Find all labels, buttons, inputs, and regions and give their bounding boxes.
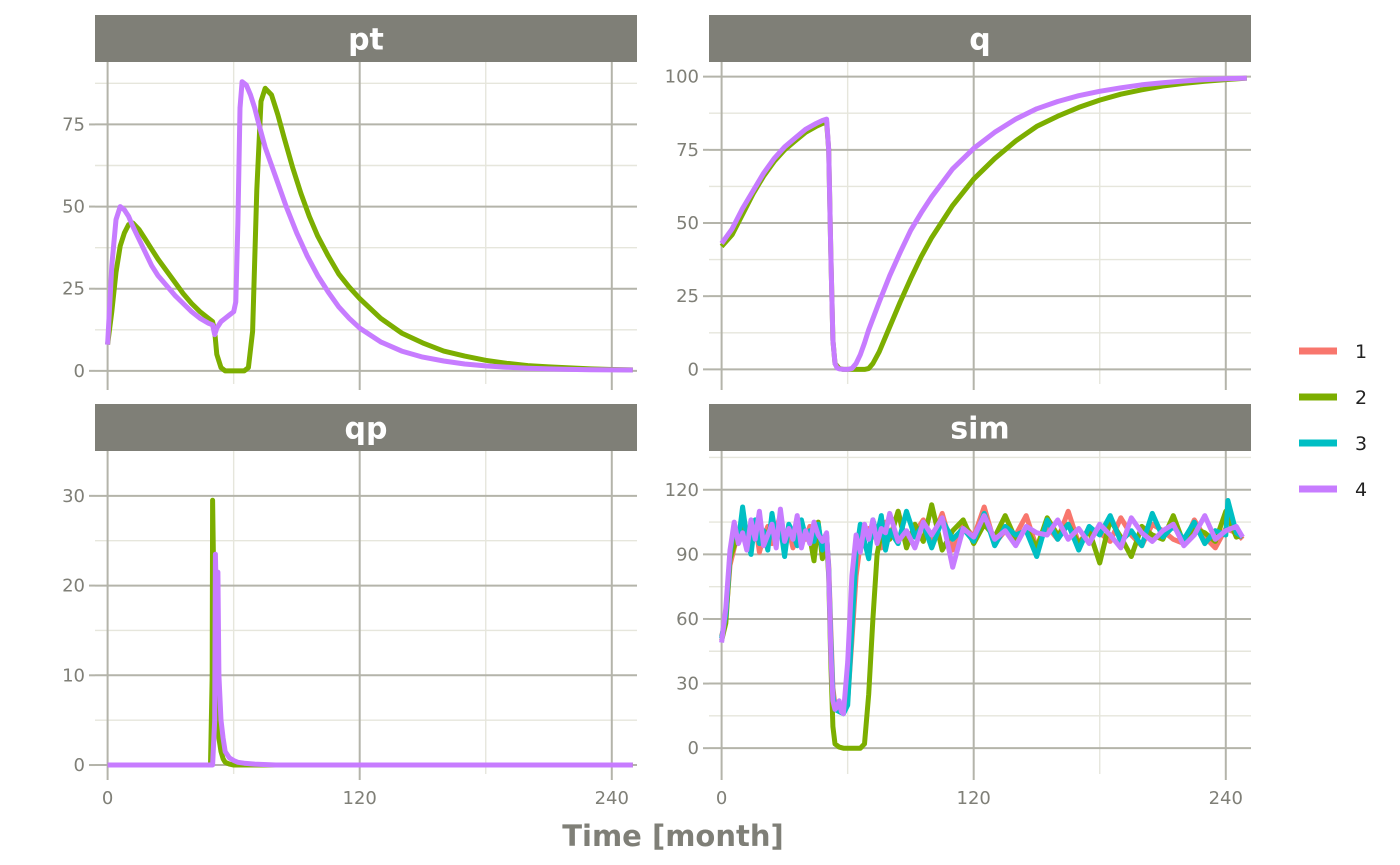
- strip-label: pt: [348, 23, 384, 58]
- strip-label: sim: [950, 412, 1009, 447]
- series-line-4: [719, 75, 1247, 372]
- strip-background: [709, 15, 1251, 62]
- y-tick-label: 50: [676, 213, 699, 234]
- y-tick-label: 90: [676, 544, 699, 565]
- legend: 1 2 3 4: [1299, 341, 1367, 501]
- strip-background: [95, 15, 637, 62]
- series-line-4: [105, 79, 633, 373]
- y-tick-label: 30: [676, 674, 699, 695]
- legend-item: 1: [1299, 341, 1367, 363]
- series-line-4: [107, 551, 633, 768]
- series-line-2: [107, 497, 633, 768]
- strip-label: q: [969, 23, 990, 58]
- strip-background: [709, 404, 1251, 451]
- x-tick-label: 240: [595, 788, 629, 809]
- strip-label: qp: [345, 412, 388, 447]
- y-tick-label: 0: [74, 361, 85, 382]
- y-tick-label: 20: [62, 576, 85, 597]
- x-tick-label: 120: [343, 788, 377, 809]
- y-tick-label: 25: [676, 286, 699, 307]
- x-tick-label: 0: [102, 788, 113, 809]
- y-tick-label: 75: [676, 140, 699, 161]
- legend-item: 4: [1299, 479, 1367, 501]
- x-axis-title: Time [month]: [562, 819, 784, 853]
- x-tick-label: 120: [957, 788, 991, 809]
- strip-background: [95, 404, 637, 451]
- y-tick-label: 50: [62, 197, 85, 218]
- panel-q: q 0 25 50 75 100: [665, 15, 1251, 390]
- legend-label: 3: [1355, 433, 1367, 455]
- x-tick-label: 0: [716, 788, 727, 809]
- y-tick-label: 120: [665, 480, 699, 501]
- y-tick-label: 100: [665, 67, 699, 88]
- panel-sim: sim 0 30 60 90 120 0 120 240: [665, 404, 1251, 809]
- panel-qp: qp 0 10 20 30 0 120 240: [62, 404, 637, 809]
- legend-label: 1: [1355, 341, 1367, 363]
- y-tick-label: 0: [688, 359, 699, 380]
- series-line-2: [105, 85, 633, 374]
- y-tick-label: 30: [62, 486, 85, 507]
- series-line-4: [719, 506, 1245, 717]
- y-tick-label: 0: [74, 755, 85, 776]
- y-tick-label: 10: [62, 665, 85, 686]
- legend-item: 3: [1299, 433, 1367, 455]
- x-tick-label: 240: [1209, 788, 1243, 809]
- panel-pt: pt 0 25 50 75: [62, 15, 637, 390]
- y-tick-label: 75: [62, 114, 85, 135]
- y-tick-label: 0: [688, 738, 699, 759]
- legend-label: 2: [1355, 387, 1367, 409]
- y-tick-label: 25: [62, 279, 85, 300]
- legend-label: 4: [1355, 479, 1367, 501]
- legend-item: 2: [1299, 387, 1367, 409]
- y-tick-label: 60: [676, 609, 699, 630]
